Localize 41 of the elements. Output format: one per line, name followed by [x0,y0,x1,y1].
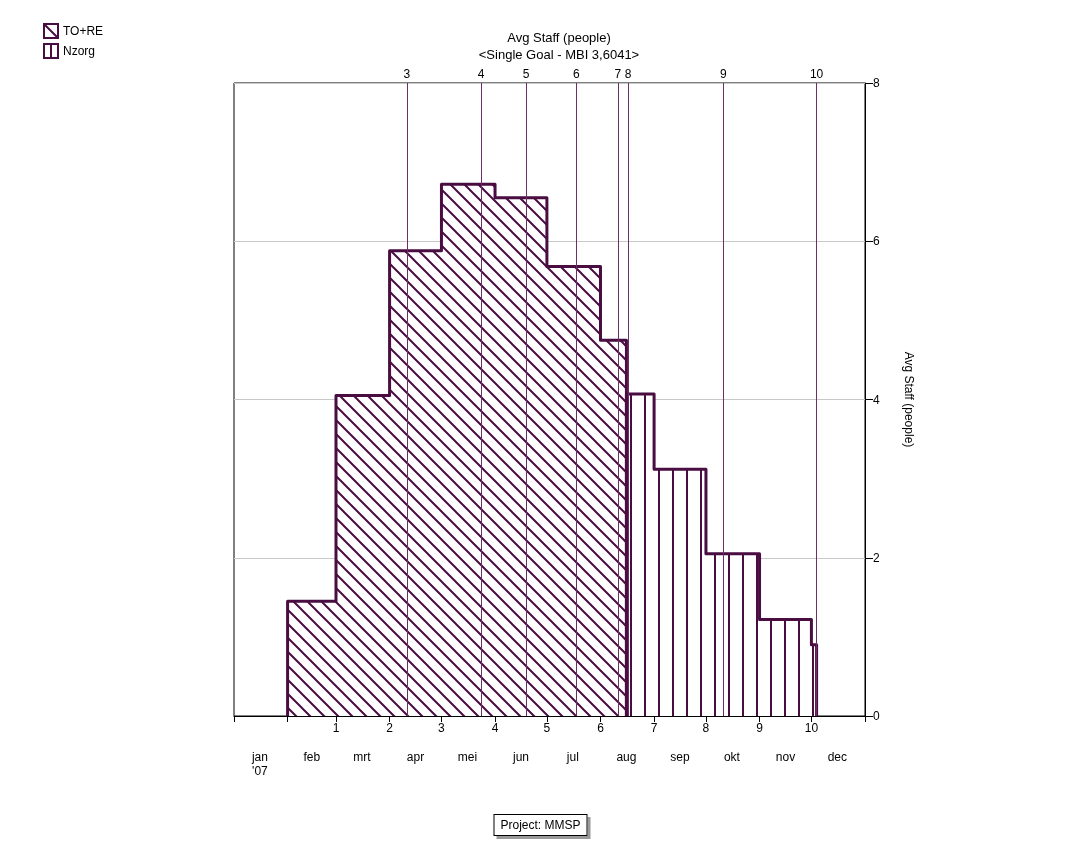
ref-line-label: 10 [809,67,824,81]
y-tick-label: 6 [873,234,880,249]
y-axis-title: Avg Staff (people) [902,351,916,448]
x-tick-label: 4 [491,721,499,735]
ref-line-label: 4 [477,67,485,81]
ref-line-label: 7 [614,67,622,81]
x-tick-label: 6 [597,721,605,735]
legend-label: Nzorg [63,44,96,58]
x2-tick-label: aug [616,750,637,764]
x2-tick-label: mrt [353,750,372,764]
x-tick-label: 10 [804,721,819,735]
y-tick-label: 0 [873,709,880,723]
x-tick-label: 5 [543,721,551,735]
x-tick-label: 9 [756,721,764,735]
x-tick-label: 8 [702,721,710,735]
ref-line-label: 5 [522,67,530,81]
ref-line-label: 9 [719,67,727,81]
y-tick-label: 4 [873,392,880,407]
chart-subtitle: <Single Goal - MBI 3,6041> [478,47,640,62]
x2-tick-label: apr [406,750,425,764]
ref-line-label: 3 [403,67,411,81]
x2-tick-label: sep [670,750,691,764]
text: Project: MMSP [500,818,581,832]
x-tick-label: 7 [650,721,658,735]
x2-tick-label: jan '07 [250,750,269,778]
x2-tick-label: jun [511,750,529,764]
x2-tick-label: dec [827,750,848,764]
ref-line-label: 8 [624,67,632,81]
x2-tick-label: nov [775,750,796,764]
y-tick-label: 8 [873,76,880,90]
x2-tick-label: feb [303,750,321,764]
x-tick-label: 2 [386,721,394,735]
ref-line-label: 6 [572,67,580,81]
legend-label: TO+RE [63,24,104,38]
x2-tick-label: jul [565,750,579,764]
x-tick-label: 1 [332,721,340,735]
x-tick-label: 3 [438,721,446,735]
x2-tick-label: okt [723,750,741,764]
x2-tick-label: mei [457,750,478,764]
chart-title: Avg Staff (people) [507,30,611,45]
y-tick-label: 2 [873,550,880,565]
